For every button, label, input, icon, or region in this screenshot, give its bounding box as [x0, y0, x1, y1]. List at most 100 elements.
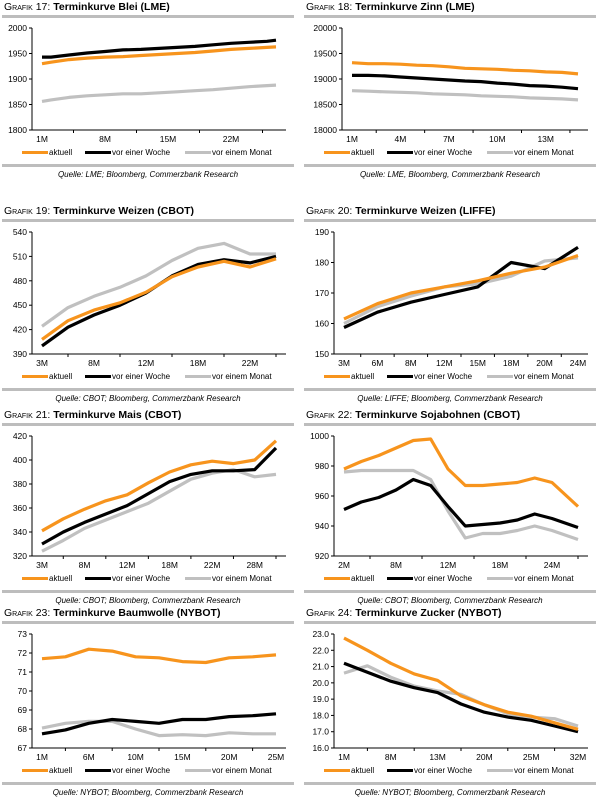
- chart-title-text: Terminkurve Weizen (CBOT): [53, 205, 195, 217]
- legend-item-monat: vor einem Monat: [185, 148, 272, 157]
- legend-swatch-woche: [85, 577, 111, 580]
- legend-item-woche: vor einer Woche: [85, 372, 170, 381]
- x-tick-label: 22M: [223, 134, 240, 144]
- title-divider: [304, 423, 596, 426]
- chart-title: Grafik 20: Terminkurve Weizen (LIFFE): [304, 204, 596, 218]
- legend-swatch-monat: [185, 577, 211, 580]
- legend-item-woche: vor einer Woche: [387, 148, 472, 157]
- x-tick-label: 12M: [436, 358, 453, 368]
- y-tick-label: 19000: [313, 74, 337, 84]
- legend-item-aktuell: aktuell: [22, 574, 72, 583]
- series-line-monat: [41, 467, 277, 553]
- y-tick-label: 340: [13, 527, 27, 537]
- legend-swatch-aktuell: [22, 375, 48, 378]
- series-line-woche: [343, 245, 579, 329]
- chart-title-text: Terminkurve Blei (LME): [53, 1, 170, 13]
- x-tick-label: 25M: [523, 752, 540, 762]
- legend-label-monat: vor einem Monat: [514, 766, 574, 775]
- legend-item-aktuell: aktuell: [324, 766, 374, 775]
- x-tick-label: 20M: [536, 358, 553, 368]
- y-tick-label: 420: [13, 325, 27, 335]
- legend-item-monat: vor einem Monat: [185, 574, 272, 583]
- y-tick-label: 18500: [313, 100, 337, 110]
- legend-item-woche: vor einer Woche: [85, 766, 170, 775]
- chart-title: Grafik 18: Terminkurve Zinn (LME): [304, 0, 596, 14]
- series-line-monat: [41, 719, 276, 738]
- x-tick-label: 15M: [160, 134, 177, 144]
- x-tick-label: 24M: [570, 358, 587, 368]
- y-tick-label: 150: [315, 349, 329, 359]
- legend-divider: [304, 388, 596, 391]
- chart-legend: aktuell vor einer Woche vor einem Monat: [2, 574, 294, 588]
- legend-label-monat: vor einem Monat: [212, 574, 272, 583]
- y-tick-label: 1850: [8, 100, 27, 110]
- chart-title: Grafik 24: Terminkurve Zucker (NYBOT): [304, 606, 596, 620]
- legend-item-woche: vor einer Woche: [387, 372, 472, 381]
- legend-item-aktuell: aktuell: [324, 372, 374, 381]
- legend-swatch-monat: [185, 769, 211, 772]
- legend-swatch-monat: [487, 577, 513, 580]
- y-tick-label: 68: [18, 724, 28, 734]
- y-tick-label: 69: [18, 705, 28, 715]
- chart-title: Grafik 19: Terminkurve Weizen (CBOT): [2, 204, 294, 218]
- y-tick-label: 20.0: [312, 678, 329, 688]
- legend-swatch-monat: [185, 375, 211, 378]
- x-tick-label: 15M: [174, 752, 191, 762]
- series-line-woche: [42, 38, 277, 59]
- x-tick-label: 10M: [127, 752, 144, 762]
- grafik-label: Grafik 20:: [306, 205, 353, 217]
- chart-panel-zucker-nybot: Grafik 24: Terminkurve Zucker (NYBOT) 16.…: [304, 606, 596, 799]
- legend-swatch-woche: [387, 577, 413, 580]
- legend-label-aktuell: aktuell: [49, 766, 73, 775]
- chart-title-text: Terminkurve Baumwolle (NYBOT): [53, 607, 221, 619]
- x-tick-label: 1M: [346, 134, 358, 144]
- x-tick-label: 8M: [390, 560, 402, 570]
- legend-label-woche: vor einer Woche: [112, 574, 171, 583]
- legend-divider: [304, 164, 596, 167]
- x-tick-label: 6M: [372, 358, 384, 368]
- legend-label-monat: vor einem Monat: [212, 148, 272, 157]
- chart-source: Quelle: LME, Bloomberg, Commerzbank Rese…: [359, 170, 541, 179]
- x-tick-label: 28M: [246, 560, 263, 570]
- legend-item-woche: vor einer Woche: [85, 148, 170, 157]
- legend-swatch-monat: [487, 769, 513, 772]
- chart-legend: aktuell vor einer Woche vor einem Monat: [2, 766, 294, 780]
- chart-panel-weizen-liffe: Grafik 20: Terminkurve Weizen (LIFFE) 150…: [304, 204, 596, 405]
- y-tick-label: 19500: [313, 49, 337, 59]
- y-tick-label: 190: [315, 227, 329, 237]
- chart-title: Grafik 23: Terminkurve Baumwolle (NYBOT): [2, 606, 294, 620]
- chart-source: Quelle: CBOT; Bloomberg, Commerzbank Res…: [357, 596, 543, 605]
- series-line-aktuell: [351, 61, 579, 76]
- x-tick-label: 25M: [268, 752, 285, 762]
- y-tick-label: 320: [13, 551, 27, 561]
- chart-legend: aktuell vor einer Woche vor einem Monat: [304, 574, 596, 588]
- legend-swatch-aktuell: [324, 769, 350, 772]
- y-tick-label: 1950: [8, 49, 27, 59]
- legend-swatch-monat: [487, 375, 513, 378]
- legend-label-aktuell: aktuell: [351, 372, 375, 381]
- series-line-aktuell: [41, 257, 277, 341]
- chart-legend: aktuell vor einer Woche vor einem Monat: [2, 148, 294, 162]
- x-tick-label: 7M: [443, 134, 455, 144]
- line-chart: 150 160 170 180 190 3M 6M 8M 12M 15M 18M 20M 24M: [315, 227, 588, 368]
- legend-item-monat: vor einem Monat: [185, 766, 272, 775]
- legend-divider: [2, 782, 294, 785]
- chart-panel-zinn-lme: Grafik 18: Terminkurve Zinn (LME) 18000 18…: [304, 0, 596, 181]
- y-tick-label: 160: [315, 319, 329, 329]
- legend-label-aktuell: aktuell: [49, 148, 73, 157]
- legend-label-woche: vor einer Woche: [112, 372, 171, 381]
- legend-item-aktuell: aktuell: [324, 574, 374, 583]
- x-tick-label: 4M: [395, 134, 407, 144]
- legend-label-woche: vor einer Woche: [414, 574, 473, 583]
- y-tick-label: 73: [18, 629, 28, 639]
- y-tick-label: 22.0: [312, 645, 329, 655]
- x-tick-label: 8M: [405, 358, 417, 368]
- line-chart: 18000 18500 19000 19500 20000 1M 4M 7M 10M 13M: [313, 23, 588, 144]
- x-tick-label: 1M: [36, 134, 48, 144]
- series-line-woche: [343, 477, 579, 530]
- chart-legend: aktuell vor einer Woche vor einem Monat: [2, 372, 294, 386]
- series-line-aktuell: [343, 636, 579, 731]
- chart-title-text: Terminkurve Zucker (NYBOT): [355, 607, 502, 619]
- series-line-woche: [41, 712, 277, 736]
- x-tick-label: 12M: [119, 560, 136, 570]
